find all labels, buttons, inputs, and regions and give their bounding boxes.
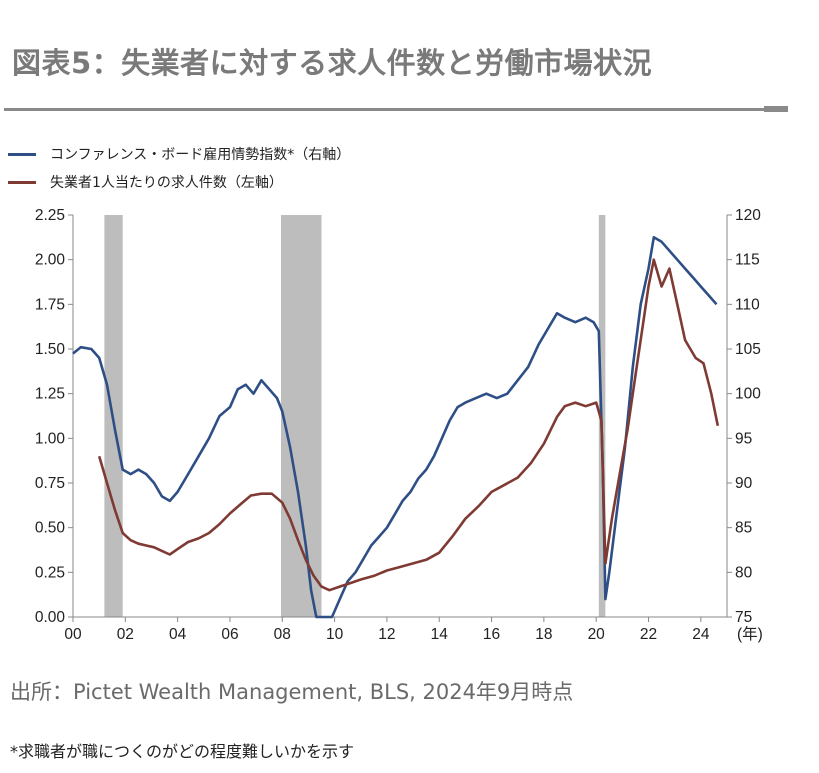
legend-swatch-employment-index [8,152,36,156]
x-tick-label: 04 [169,626,187,643]
right-tick-label: 95 [735,430,752,447]
title-rule [4,108,764,111]
chart-series [72,236,720,619]
left-tick-label: 1.75 [35,296,65,313]
chart-legend: コンファレンス・ボード雇用情勢指数*（右軸） 失業者1人当たりの求人件数（左軸） [8,140,350,196]
right-tick-label: 120 [735,207,761,224]
chart-axes [68,214,732,622]
legend-label-openings-per-unemployed: 失業者1人当たりの求人件数（左軸） [50,175,283,191]
legend-item-openings-per-unemployed: 失業者1人当たりの求人件数（左軸） [8,168,350,196]
x-tick-label: 02 [117,626,134,643]
x-tick-label: 18 [535,626,552,643]
footnote: *求職者が職につくのがどの程度難しいかを示す [10,742,355,761]
x-tick-label: 24 [692,626,710,643]
x-tick-label: 10 [326,626,344,643]
series-line-openings-per-unemployed [97,258,720,592]
x-tick-label: 22 [640,626,657,643]
x-tick-label: 12 [378,626,395,643]
x-tick-label: 08 [274,626,291,643]
right-tick-label: 115 [735,252,760,269]
recession-shading [104,215,606,617]
tick-labels: 0.00 0.25 0.50 0.75 1.00 1.25 1.50 1.75 2.00 2.25… [35,207,763,643]
legend-swatch-openings-per-unemployed [8,180,36,184]
recession-band-1 [280,215,322,617]
left-tick-label: 1.25 [35,386,65,403]
legend-item-employment-index: コンファレンス・ボード雇用情勢指数*（右軸） [8,140,350,168]
left-tick-label: 2.00 [35,252,66,269]
x-tick-label: 16 [483,626,500,643]
left-tick-label: 0.75 [35,475,65,492]
left-tick-label: 0.25 [35,564,65,581]
right-tick-label: 105 [735,341,761,358]
right-tick-label: 100 [735,386,761,403]
series-line-employment-index [72,236,718,619]
left-tick-label: 2.25 [35,207,65,224]
source-note: 出所：Pictet Wealth Management, BLS, 2024年9… [10,680,574,704]
x-tick-label: 00 [64,626,82,643]
right-tick-label: 110 [735,296,760,313]
left-tick-label: 1.50 [35,341,66,358]
legend-label-employment-index: コンファレンス・ボード雇用情勢指数*（右軸） [50,147,351,163]
title-rule-end [764,106,788,112]
right-tick-label: 80 [735,564,753,581]
x-tick-label: 20 [588,626,606,643]
right-tick-label: 85 [735,520,752,537]
x-tick-label: 06 [221,626,238,643]
left-tick-label: 1.00 [35,430,66,447]
x-tick-label: 14 [431,626,449,643]
x-axis-unit: (年) [737,625,763,643]
line-chart: 0.00 0.25 0.50 0.75 1.00 1.25 1.50 1.75 2.00 2.25… [35,207,763,643]
right-tick-label: 90 [735,475,753,492]
left-tick-label: 0.50 [35,520,66,537]
page-title: 図表5：失業者に対する求人件数と労働市場状況 [12,46,653,80]
left-tick-label: 0.00 [35,609,66,626]
right-tick-label: 75 [735,609,752,626]
